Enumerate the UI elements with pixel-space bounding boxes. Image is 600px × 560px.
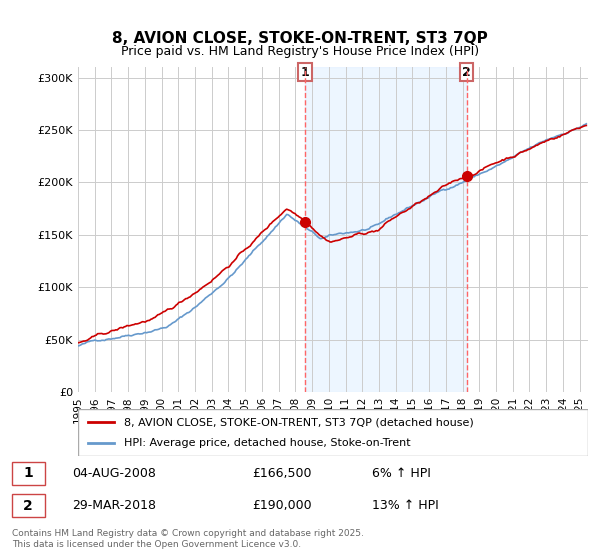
- Text: 6% ↑ HPI: 6% ↑ HPI: [372, 467, 431, 480]
- FancyBboxPatch shape: [12, 494, 45, 517]
- FancyBboxPatch shape: [12, 462, 45, 485]
- FancyBboxPatch shape: [78, 409, 588, 456]
- Text: 2: 2: [23, 498, 33, 512]
- Bar: [305, 67, 467, 392]
- Text: 1: 1: [301, 66, 310, 79]
- Text: Price paid vs. HM Land Registry's House Price Index (HPI): Price paid vs. HM Land Registry's House …: [121, 45, 479, 58]
- Text: 8, AVION CLOSE, STOKE-ON-TRENT, ST3 7QP (detached house): 8, AVION CLOSE, STOKE-ON-TRENT, ST3 7QP …: [124, 417, 473, 427]
- Text: 04-AUG-2008: 04-AUG-2008: [72, 467, 156, 480]
- Text: £166,500: £166,500: [252, 467, 311, 480]
- Text: £190,000: £190,000: [252, 499, 311, 512]
- Text: 29-MAR-2018: 29-MAR-2018: [72, 499, 156, 512]
- Text: Contains HM Land Registry data © Crown copyright and database right 2025.
This d: Contains HM Land Registry data © Crown c…: [12, 529, 364, 549]
- Text: 1: 1: [23, 466, 33, 480]
- Text: 13% ↑ HPI: 13% ↑ HPI: [372, 499, 439, 512]
- Text: 8, AVION CLOSE, STOKE-ON-TRENT, ST3 7QP: 8, AVION CLOSE, STOKE-ON-TRENT, ST3 7QP: [112, 31, 488, 46]
- Text: 2: 2: [462, 66, 471, 79]
- Text: HPI: Average price, detached house, Stoke-on-Trent: HPI: Average price, detached house, Stok…: [124, 438, 410, 448]
